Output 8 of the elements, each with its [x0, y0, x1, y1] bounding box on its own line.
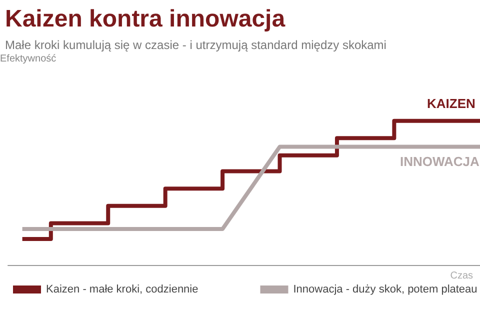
- legend-label: Innowacja - duży skok, potem plateau: [293, 284, 478, 296]
- chart-subtitle: Małe kroki kumulują się w czasie - i utrzymują standard między skokami: [5, 38, 386, 52]
- chart-title: Kaizen kontra innowacja: [5, 6, 286, 32]
- annotation: INNOWACJA: [400, 154, 480, 169]
- text: Efektywność: [0, 54, 56, 64]
- x-axis-title: Czas: [450, 270, 474, 282]
- text: KAIZEN: [427, 96, 476, 111]
- legend-label: Kaizen - małe kroki, codziennie: [46, 284, 198, 296]
